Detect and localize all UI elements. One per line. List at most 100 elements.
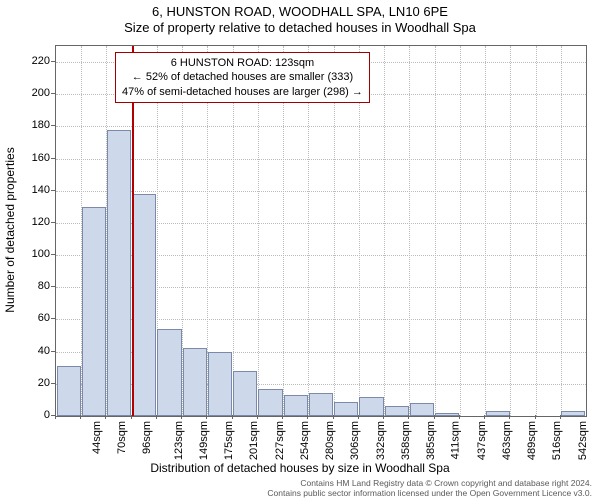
histogram-bar (486, 411, 510, 416)
annotation-box: 6 HUNSTON ROAD: 123sqm← 52% of detached … (115, 52, 370, 103)
histogram-bar (561, 411, 585, 416)
annotation-line1: 6 HUNSTON ROAD: 123sqm (122, 56, 363, 70)
y-tick-mark (51, 125, 55, 126)
gridline-v (561, 46, 562, 416)
y-tick-label: 100 (20, 248, 50, 260)
histogram-bar (359, 397, 383, 416)
histogram-bar (208, 352, 232, 416)
x-tick-label: 358sqm (400, 421, 412, 460)
x-tick-mark (232, 415, 233, 419)
x-tick-mark (282, 415, 283, 419)
y-tick-label: 160 (20, 152, 50, 164)
x-tick-label: 175sqm (223, 421, 235, 460)
y-tick-mark (51, 383, 55, 384)
x-tick-mark (131, 415, 132, 419)
y-tick-mark (51, 318, 55, 319)
x-tick-mark (80, 415, 81, 419)
x-tick-mark (105, 415, 106, 419)
y-tick-mark (51, 286, 55, 287)
x-tick-label: 516sqm (551, 421, 563, 460)
histogram-bar (183, 348, 207, 416)
gridline-v (384, 46, 385, 416)
histogram-bar (334, 402, 358, 416)
histogram-bar (284, 395, 308, 416)
annotation-line3: 47% of semi-detached houses are larger (… (122, 85, 363, 99)
x-tick-label: 489sqm (526, 421, 538, 460)
x-tick-mark (358, 415, 359, 419)
x-tick-mark (257, 415, 258, 419)
x-tick-label: 280sqm (324, 421, 336, 460)
x-tick-mark (333, 415, 334, 419)
x-tick-label: 123sqm (173, 421, 185, 460)
y-tick-label: 0 (20, 409, 50, 421)
gridline-h (56, 126, 586, 127)
y-tick-label: 220 (20, 55, 50, 67)
x-tick-mark (434, 415, 435, 419)
chart-title-line1: 6, HUNSTON ROAD, WOODHALL SPA, LN10 6PE (0, 4, 600, 19)
x-tick-mark (55, 415, 56, 419)
y-tick-label: 180 (20, 119, 50, 131)
histogram-bar (82, 207, 106, 416)
histogram-bar (435, 413, 459, 416)
y-tick-label: 20 (20, 377, 50, 389)
histogram-bar (385, 406, 409, 416)
x-tick-mark (156, 415, 157, 419)
y-tick-mark (51, 158, 55, 159)
x-tick-mark (408, 415, 409, 419)
y-tick-mark (51, 351, 55, 352)
x-tick-mark (383, 415, 384, 419)
footer-line1: Contains HM Land Registry data © Crown c… (300, 478, 592, 488)
footer-attribution: Contains HM Land Registry data © Crown c… (267, 478, 592, 498)
histogram-bar (309, 393, 333, 416)
x-tick-mark (560, 415, 561, 419)
x-tick-label: 542sqm (577, 421, 589, 460)
gridline-v (485, 46, 486, 416)
y-tick-label: 40 (20, 345, 50, 357)
histogram-bar (57, 366, 81, 416)
histogram-bar (132, 194, 156, 416)
x-tick-label: 201sqm (249, 421, 261, 460)
gridline-v (435, 46, 436, 416)
y-tick-mark (51, 222, 55, 223)
x-tick-label: 332sqm (375, 421, 387, 460)
x-tick-label: 227sqm (274, 421, 286, 460)
histogram-bar (233, 371, 257, 416)
x-tick-label: 437sqm (476, 421, 488, 460)
y-tick-mark (51, 61, 55, 62)
x-tick-label: 149sqm (198, 421, 210, 460)
x-tick-mark (206, 415, 207, 419)
histogram-bar (410, 403, 434, 416)
y-tick-label: 140 (20, 184, 50, 196)
y-tick-mark (51, 254, 55, 255)
gridline-v (460, 46, 461, 416)
histogram-bar (258, 389, 282, 416)
footer-line2: Contains public sector information licen… (267, 488, 592, 498)
x-tick-label: 70sqm (116, 421, 128, 454)
histogram-bar (157, 329, 181, 416)
x-tick-mark (484, 415, 485, 419)
y-tick-label: 200 (20, 87, 50, 99)
x-tick-mark (181, 415, 182, 419)
annotation-line2: ← 52% of detached houses are smaller (33… (122, 70, 363, 84)
x-tick-mark (307, 415, 308, 419)
y-tick-label: 80 (20, 280, 50, 292)
x-axis-label: Distribution of detached houses by size … (0, 461, 600, 475)
y-tick-label: 120 (20, 216, 50, 228)
gridline-v (510, 46, 511, 416)
x-tick-label: 385sqm (425, 421, 437, 460)
x-tick-label: 411sqm (450, 421, 462, 459)
gridline-v (536, 46, 537, 416)
x-tick-label: 463sqm (501, 421, 513, 460)
chart-title-line2: Size of property relative to detached ho… (0, 20, 600, 35)
x-tick-label: 44sqm (91, 421, 103, 454)
gridline-h (56, 191, 586, 192)
y-tick-mark (51, 190, 55, 191)
gridline-h (56, 159, 586, 160)
histogram-bar (107, 130, 131, 416)
x-tick-mark (509, 415, 510, 419)
x-tick-mark (459, 415, 460, 419)
y-axis-label: Number of detached properties (3, 147, 17, 312)
x-tick-label: 306sqm (350, 421, 362, 460)
y-tick-label: 60 (20, 312, 50, 324)
gridline-v (409, 46, 410, 416)
